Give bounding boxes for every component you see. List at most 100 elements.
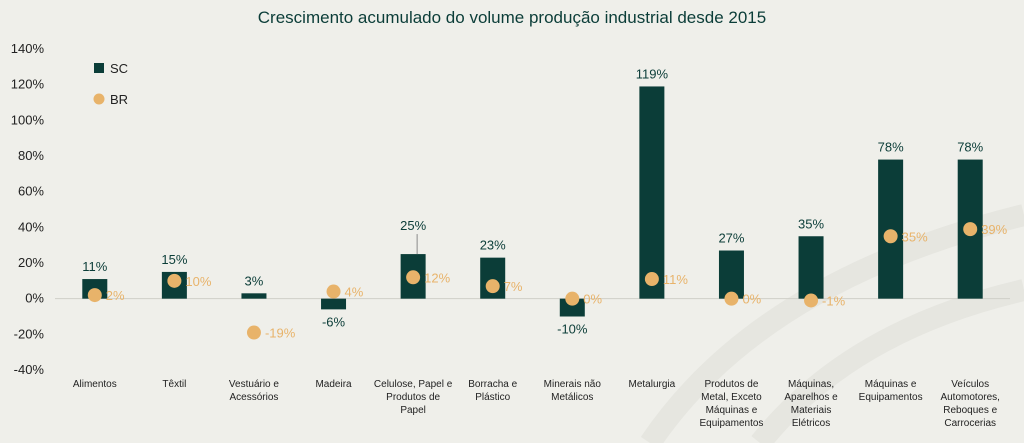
dot-br [326, 284, 341, 299]
y-tick-label: -40% [14, 362, 45, 377]
data-label-br: 35% [902, 229, 928, 244]
category-label-line: Veículos [951, 379, 989, 390]
watermark-arc-1 [640, 204, 1024, 443]
category-label: Máquinas e Equipamentos [859, 379, 923, 403]
dot-br [406, 270, 421, 285]
bar-sc [878, 159, 904, 299]
category-label: Máquinas, Aparelhos e Materiais Elétricos [784, 379, 838, 429]
category-label-line: Reboques e [943, 405, 997, 416]
dot-br [246, 325, 261, 340]
watermark-arc-2 [751, 279, 1024, 443]
data-label-sc: 78% [878, 140, 904, 155]
data-label-br: 11% [663, 272, 688, 287]
category-label-line: Máquinas e [706, 405, 758, 416]
category-label: Produtos de Metal, Exceto Máquinas e Equipa… [699, 379, 763, 429]
legend: SC BR [93, 61, 128, 107]
watermark-arcs [640, 204, 1024, 443]
category-label-line: Elétricos [792, 418, 830, 429]
y-tick-label: 120% [11, 77, 45, 92]
data-label-br: 2% [106, 288, 125, 303]
dot-br [565, 291, 580, 306]
data-label-sc: 23% [480, 238, 506, 253]
data-label-br: 0% [583, 292, 602, 307]
data-label-sc: 35% [798, 216, 824, 231]
category-label: Borracha e Plástico [468, 379, 517, 403]
category-label-line: Alimentos [73, 379, 117, 390]
data-label-sc: 15% [161, 252, 187, 267]
category-label: Minerais não Metálicos [544, 379, 602, 403]
y-tick-label: 0% [25, 291, 44, 306]
bar-sc [639, 86, 665, 299]
category-label-line: Papel [400, 405, 426, 416]
y-tick-label: 80% [18, 148, 44, 163]
category-label-line: Acessórios [230, 392, 279, 403]
category-label-line: Produtos de [386, 392, 440, 403]
dot-br [804, 293, 819, 308]
y-tick-label: 100% [11, 112, 45, 127]
category-label: Têxtil [162, 379, 186, 390]
y-tick-label: -20% [14, 326, 45, 341]
category-label-line: Metálicos [551, 392, 593, 403]
category-label: Metalurgia [629, 379, 676, 390]
category-label: Alimentos [73, 379, 117, 390]
legend-marker-sc [94, 63, 104, 73]
y-axis: -40% -20% 0% 20% 40% 60% 80% 100% 120% 140% [11, 41, 1010, 377]
data-label-br: 39% [981, 222, 1007, 237]
category-label-line: Aparelhos e [784, 392, 838, 403]
category-label-line: Materiais [791, 405, 832, 416]
category-label-line: Carrocerias [944, 418, 996, 429]
category-label-line: Madeira [315, 379, 352, 390]
category-label-line: Metalurgia [629, 379, 676, 390]
data-label-br: 7% [504, 279, 523, 294]
category-label-line: Borracha e [468, 379, 517, 390]
data-label-br: 0% [742, 292, 761, 307]
category-label-line: Minerais não [544, 379, 602, 390]
data-label-br: -19% [265, 326, 296, 341]
dot-br [963, 222, 978, 237]
y-tick-label: 40% [18, 219, 44, 234]
bar-sc [559, 298, 585, 317]
dot-series-br [87, 222, 978, 340]
category-label: Veículos Automotores, Reboques e Carroceria… [940, 379, 999, 429]
data-label-br: 10% [185, 274, 211, 289]
data-label-sc: -10% [557, 322, 588, 337]
data-label-br: -1% [822, 293, 846, 308]
y-tick-label: 60% [18, 184, 44, 199]
y-tick-label: 20% [18, 255, 44, 270]
category-label: Madeira [315, 379, 352, 390]
category-label-line: Equipamentos [699, 418, 763, 429]
dot-br [644, 272, 659, 287]
data-label-br: 12% [424, 270, 450, 285]
category-label-line: Têxtil [162, 379, 186, 390]
data-labels: 11% 2% 15% 10% 3% -19% -6% 4% 25% 12% 23% 7% -10% 0% 1… [82, 66, 1007, 340]
category-label-line: Vestuário e [229, 379, 279, 390]
category-label-line: Produtos de [704, 379, 758, 390]
x-axis-categories: Alimentos Têxtil Vestuário e Acessórios Made… [73, 379, 1000, 429]
dot-br [883, 229, 898, 244]
dot-br [87, 288, 102, 303]
dot-br [485, 279, 500, 294]
dot-br [167, 273, 182, 288]
data-label-br: 4% [345, 285, 364, 300]
data-label-sc: 119% [636, 66, 669, 81]
bar-sc [241, 293, 267, 299]
category-label: Celulose, Papel e Produtos de Papel [374, 379, 453, 416]
data-label-sc: -6% [322, 314, 346, 329]
data-label-sc: 3% [245, 273, 264, 288]
category-label-line: Metal, Exceto [701, 392, 762, 403]
data-label-sc: 27% [718, 231, 744, 246]
category-label-line: Equipamentos [859, 392, 923, 403]
category-label-line: Máquinas, [788, 379, 834, 390]
dot-br [724, 291, 739, 306]
bar-sc [321, 298, 347, 310]
category-label-line: Plástico [475, 392, 510, 403]
bar-sc [798, 236, 824, 299]
data-label-sc: 25% [400, 218, 426, 233]
legend-label-br: BR [110, 92, 128, 107]
data-label-sc: 78% [957, 140, 983, 155]
chart-title: Crescimento acumulado do volume produção… [257, 8, 767, 27]
bar-series-sc [82, 86, 983, 317]
legend-label-sc: SC [110, 61, 128, 76]
category-label-line: Celulose, Papel e [374, 379, 453, 390]
